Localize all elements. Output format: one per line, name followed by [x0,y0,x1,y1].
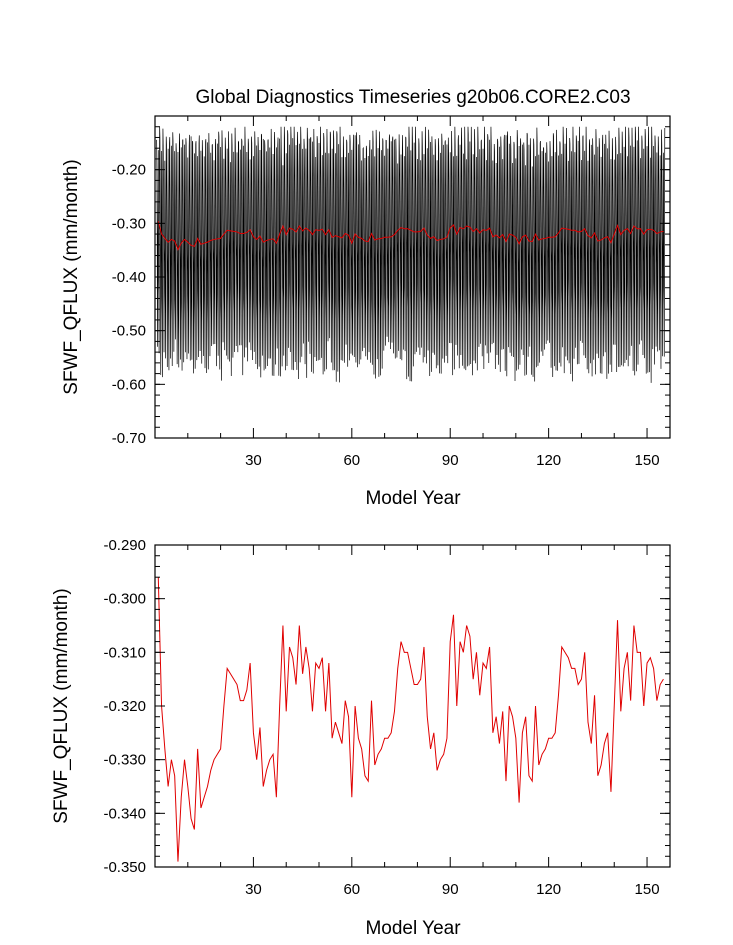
x-tick-label: 150 [635,452,660,469]
x-tick-label: 150 [635,881,660,898]
y-tick-label: -0.20 [112,162,146,179]
x-tick-label: 30 [245,452,262,469]
y-tick-label: -0.30 [112,215,146,232]
x-tick-label: 120 [536,881,561,898]
x-tick-label: 30 [245,881,262,898]
series-line-annual-mean [157,221,664,251]
y-axis-label: SFWF_QFLUX (mm/month) [61,159,82,394]
y-tick-label: -0.340 [103,805,146,822]
timeseries-panel-monthly: Global Diagnostics Timeseries g20b06.COR… [61,87,671,509]
x-tick-label: 60 [343,452,360,469]
series-line-annual-mean [157,577,664,862]
series-line-monthly [156,126,666,383]
x-tick-label: 60 [343,881,360,898]
y-tick-label: -0.320 [103,698,146,715]
x-tick-label: 120 [536,452,561,469]
y-tick-label: -0.300 [103,591,146,608]
x-tick-label: 90 [442,452,459,469]
x-axis-label: Model Year [365,488,461,509]
y-tick-label: -0.330 [103,752,146,769]
y-tick-label: -0.310 [103,644,146,661]
y-tick-label: -0.40 [112,269,146,286]
x-tick-label: 90 [442,881,459,898]
chart-title: Global Diagnostics Timeseries g20b06.COR… [195,87,630,108]
y-tick-label: -0.70 [112,430,146,447]
y-tick-label: -0.350 [103,859,146,876]
plot-frame [154,544,671,868]
y-tick-label: -0.50 [112,323,146,340]
y-tick-label: -0.60 [112,376,146,393]
timeseries-panel-annual: 30 60 90 120 150 -0.290 -0.300 -0.310 -0.320 -0.3… [51,537,671,939]
y-tick-label: -0.290 [103,537,146,554]
x-axis-label: Model Year [365,918,461,939]
y-axis-label: SFWF_QFLUX (mm/month) [51,588,72,823]
